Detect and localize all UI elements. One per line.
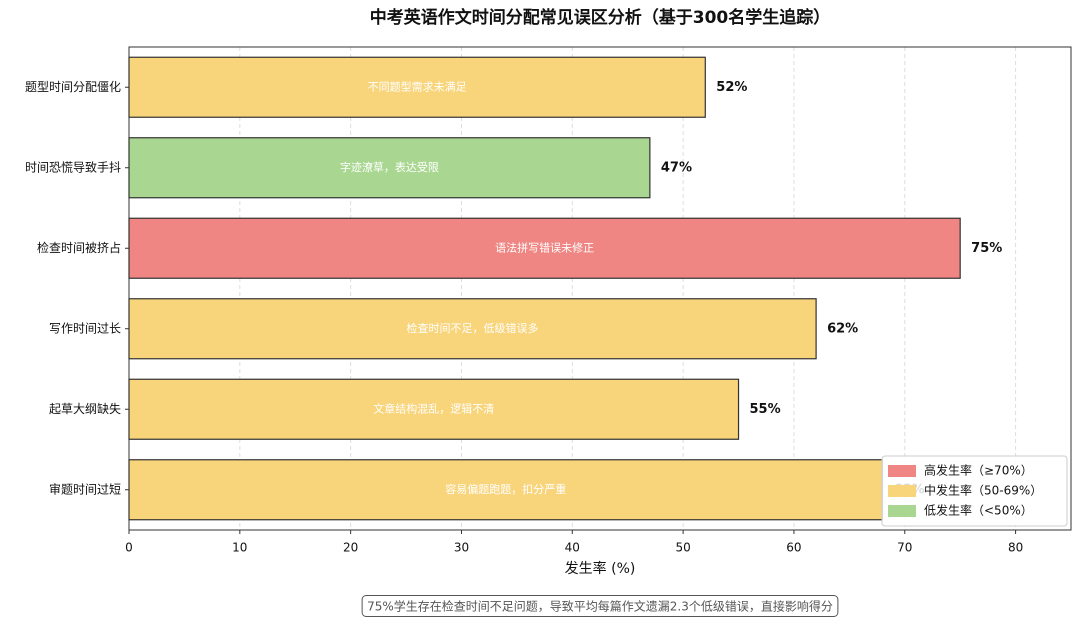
value-label: 75% <box>971 241 1002 256</box>
x-tick-label: 0 <box>125 541 133 555</box>
legend-label: 高发生率（≥70%） <box>924 463 1033 478</box>
bar <box>128 56 706 118</box>
y-tick-label: 起草大纲缺失 <box>49 401 121 416</box>
footnote: 75%学生存在检查时间不足问题，导致平均每篇作文遗漏2.3个低级错误，直接影响得… <box>367 599 833 614</box>
value-label: 62% <box>827 321 858 336</box>
y-tick-label: 题型时间分配僵化 <box>25 80 121 94</box>
legend-box <box>881 455 1068 527</box>
x-tick-label: 80 <box>1008 541 1023 555</box>
bar <box>128 217 961 279</box>
bar <box>128 459 884 521</box>
value-label: 47% <box>661 160 692 175</box>
value-label: 55% <box>750 402 781 417</box>
x-axis-label: 发生率 (%) <box>565 560 636 577</box>
y-tick-label: 时间恐慌导致手抖 <box>25 160 121 174</box>
bar <box>128 298 817 360</box>
legend-swatch <box>888 465 916 477</box>
bar-label: 检查时间不足，低级错误多 <box>407 321 539 335</box>
x-tick-label: 70 <box>897 541 912 555</box>
legend-swatch <box>888 505 916 517</box>
bar-label: 不同题型需求未满足 <box>368 79 467 93</box>
y-tick-label: 检查时间被挤占 <box>37 240 121 255</box>
x-tick-label: 10 <box>232 541 247 555</box>
x-tick-label: 20 <box>343 541 358 555</box>
bar <box>128 137 651 199</box>
chart-title: 中考英语作文时间分配常见误区分析（基于300名学生追踪） <box>370 7 831 28</box>
bar-label: 语法拼写错误未修正 <box>495 240 594 254</box>
value-label: 52% <box>716 80 747 95</box>
bar-label: 文章结构混乱，逻辑不清 <box>373 401 494 415</box>
y-tick-label: 写作时间过长 <box>49 321 121 335</box>
legend-swatch <box>888 485 916 497</box>
y-tick-label: 审题时间过短 <box>49 481 121 496</box>
footnote-box <box>361 595 839 617</box>
legend-label: 低发生率（<50%） <box>924 503 1033 518</box>
x-tick-label: 50 <box>675 541 690 555</box>
x-tick-label: 30 <box>454 541 469 555</box>
bar-label: 容易偏题跑题，扣分严重 <box>445 482 566 496</box>
bar-label: 字迹潦草，表达受限 <box>340 160 439 174</box>
legend-label: 中发生率（50-69%） <box>924 483 1042 498</box>
bar <box>128 378 740 440</box>
plot-frame <box>128 46 1072 531</box>
x-tick-label: 60 <box>786 541 801 555</box>
x-tick-label: 40 <box>565 541 580 555</box>
